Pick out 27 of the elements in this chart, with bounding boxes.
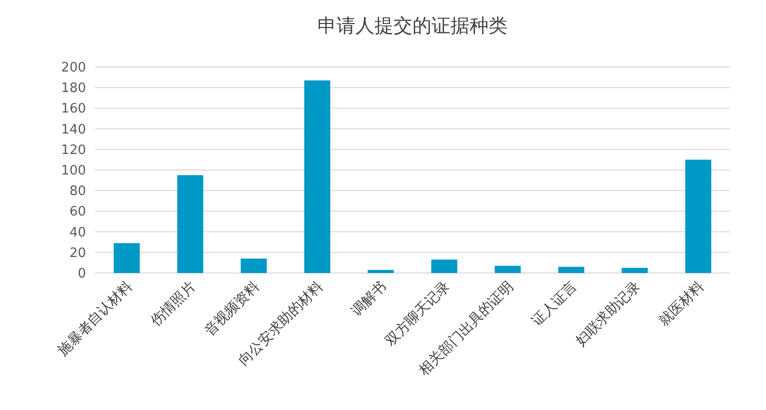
- bar: [494, 266, 521, 273]
- y-tick-label: 0: [78, 266, 86, 282]
- bar: [558, 266, 584, 273]
- y-tick-label: 60: [69, 204, 86, 220]
- y-tick-label: 80: [69, 184, 86, 200]
- y-tick-label: 120: [61, 142, 86, 158]
- bar: [240, 258, 267, 273]
- bar: [114, 243, 140, 273]
- bar: [622, 268, 648, 273]
- x-tick-label: 伤情照片: [148, 278, 200, 330]
- bar: [304, 80, 330, 273]
- x-tick-label: 就医材料: [656, 278, 708, 330]
- x-tick-label: 施暴者自认材料: [54, 278, 136, 360]
- bar: [685, 160, 712, 273]
- y-tick-label: 40: [69, 225, 86, 240]
- bar: [368, 270, 394, 273]
- x-tick-label: 调解书: [348, 278, 390, 320]
- chart-title: 申请人提交的证据种类: [318, 15, 508, 37]
- y-tick-label: 100: [61, 164, 86, 178]
- y-tick-label: 140: [61, 122, 86, 138]
- y-tick-label: 20: [69, 246, 86, 261]
- bar: [431, 260, 458, 273]
- x-tick-label: 证人证言: [529, 278, 580, 330]
- y-tick-label: 180: [61, 81, 86, 96]
- bar: [177, 175, 204, 273]
- y-tick-label: 160: [61, 102, 86, 117]
- y-tick-label: 200: [61, 60, 86, 76]
